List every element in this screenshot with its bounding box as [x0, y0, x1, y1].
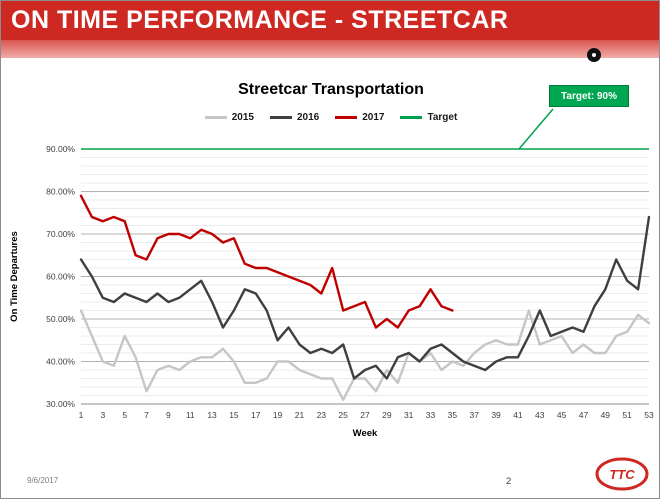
x-tick-label: 11 [186, 410, 195, 420]
ttc-logo-text: TTC [609, 467, 635, 482]
y-tick-label: 40.00% [46, 357, 75, 367]
x-tick-label: 43 [535, 410, 545, 420]
x-tick-label: 19 [273, 410, 283, 420]
x-tick-label: 25 [338, 410, 348, 420]
series-line-2016 [79, 215, 651, 380]
series-line-2017 [79, 194, 454, 329]
legend-item-target: Target [400, 112, 457, 123]
header-banner: ON TIME PERFORMANCE - STREETCAR [1, 1, 659, 40]
chart-legend: 2015 2016 2017 Target [1, 112, 659, 123]
legend-item-2017: 2017 [335, 112, 384, 123]
x-tick-label: 47 [579, 410, 589, 420]
target-callout-connector [518, 108, 554, 150]
legend-label-target: Target [427, 112, 458, 123]
x-tick-label: 53 [644, 410, 654, 420]
y-tick-label: 50.00% [46, 314, 75, 324]
series-line-2015 [79, 309, 651, 401]
x-tick-label: 5 [122, 410, 127, 420]
x-tick-label: 15 [229, 410, 239, 420]
x-tick-label: 39 [491, 410, 501, 420]
x-tick-label: 1 [79, 410, 84, 420]
x-tick-label: 31 [404, 410, 414, 420]
x-tick-label: 7 [144, 410, 149, 420]
legend-item-2016: 2016 [269, 112, 320, 123]
decorative-ring-icon [587, 48, 601, 62]
x-tick-label: 27 [360, 410, 370, 420]
chart-region: Streetcar Transportation 2015 2016 2017 … [1, 59, 659, 456]
y-tick-label: 90.00% [46, 144, 75, 154]
y-tick-label: 60.00% [46, 272, 75, 282]
x-tick-label: 49 [601, 410, 611, 420]
x-tick-label: 9 [166, 410, 171, 420]
x-tick-label: 45 [557, 410, 567, 420]
y-axis-title: On Time Departures [9, 231, 20, 322]
line-chart-svg: 90.00% 80.00% 70.00% 60.00% 50.00% 40.00% 30.0… [9, 108, 654, 439]
legend-label-2017: 2017 [362, 112, 385, 123]
slide-title: ON TIME PERFORMANCE - STREETCAR [11, 6, 509, 34]
x-tick-label: 21 [295, 410, 305, 420]
x-tick-label: 33 [426, 410, 436, 420]
x-tick-label: 29 [382, 410, 392, 420]
x-tick-label: 35 [448, 410, 458, 420]
y-tick-label: 70.00% [46, 229, 75, 239]
ttc-logo-oval [595, 457, 649, 491]
x-tick-label: 41 [513, 410, 523, 420]
legend-label-2015: 2015 [231, 112, 254, 123]
x-tick-label: 17 [251, 410, 261, 420]
legend-swatch-2015 [204, 116, 227, 119]
y-tick-label: 30.00% [46, 399, 75, 409]
x-tick-label: 37 [469, 410, 479, 420]
legend-swatch-2016 [269, 116, 292, 119]
x-tick-label: 51 [622, 410, 632, 420]
ttc-logo: TTC [595, 457, 649, 491]
legend-item-2015: 2015 [204, 112, 254, 123]
target-callout-label: Target: 90% [561, 90, 617, 102]
footer-date: 9/6/2017 [27, 476, 59, 485]
legend-swatch-2017 [335, 116, 358, 119]
x-axis-title: Week [353, 428, 378, 439]
x-tick-label: 23 [317, 410, 327, 420]
x-tick-label: 13 [207, 410, 217, 420]
header-strip-gradient [1, 40, 659, 58]
x-tick-label: 3 [100, 410, 105, 420]
page-number: 2 [506, 476, 512, 487]
legend-swatch-target [400, 116, 423, 119]
y-tick-label: 80.00% [46, 187, 75, 197]
target-callout: Target: 90% [549, 85, 629, 107]
chart-title: Streetcar Transportation [238, 81, 424, 98]
legend-label-2016: 2016 [296, 112, 320, 123]
